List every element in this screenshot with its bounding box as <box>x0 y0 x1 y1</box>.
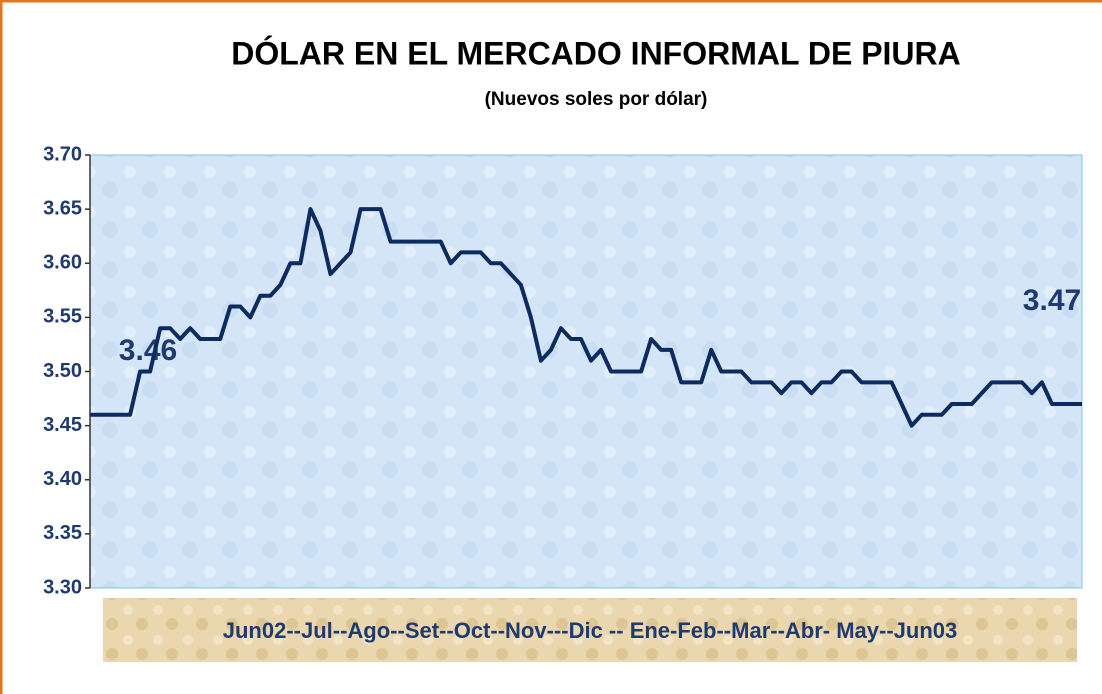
x-axis-label: Jun02--Jul--Ago--Set--Oct--Nov---Dic -- … <box>223 618 958 643</box>
y-tick-label: 3.45 <box>43 414 82 436</box>
y-tick-label: 3.60 <box>43 252 82 274</box>
y-tick-label: 3.70 <box>43 143 82 165</box>
chart-title: DÓLAR EN EL MERCADO INFORMAL DE PIURA <box>231 35 961 71</box>
line-series <box>90 207 1082 428</box>
chart-subtitle: (Nuevos soles por dólar) <box>485 89 708 110</box>
plot-area <box>89 154 1083 589</box>
y-tick-label: 3.55 <box>43 306 82 328</box>
annotation: 3.47 <box>1023 284 1081 317</box>
x-label-box <box>103 598 1077 662</box>
y-tick-label: 3.35 <box>43 522 82 544</box>
annotation: 3.46 <box>119 334 177 367</box>
y-tick-label: 3.40 <box>43 468 82 490</box>
y-tick-label: 3.30 <box>43 576 82 598</box>
y-tick-label: 3.50 <box>43 360 82 382</box>
y-tick-label: 3.65 <box>43 197 82 219</box>
